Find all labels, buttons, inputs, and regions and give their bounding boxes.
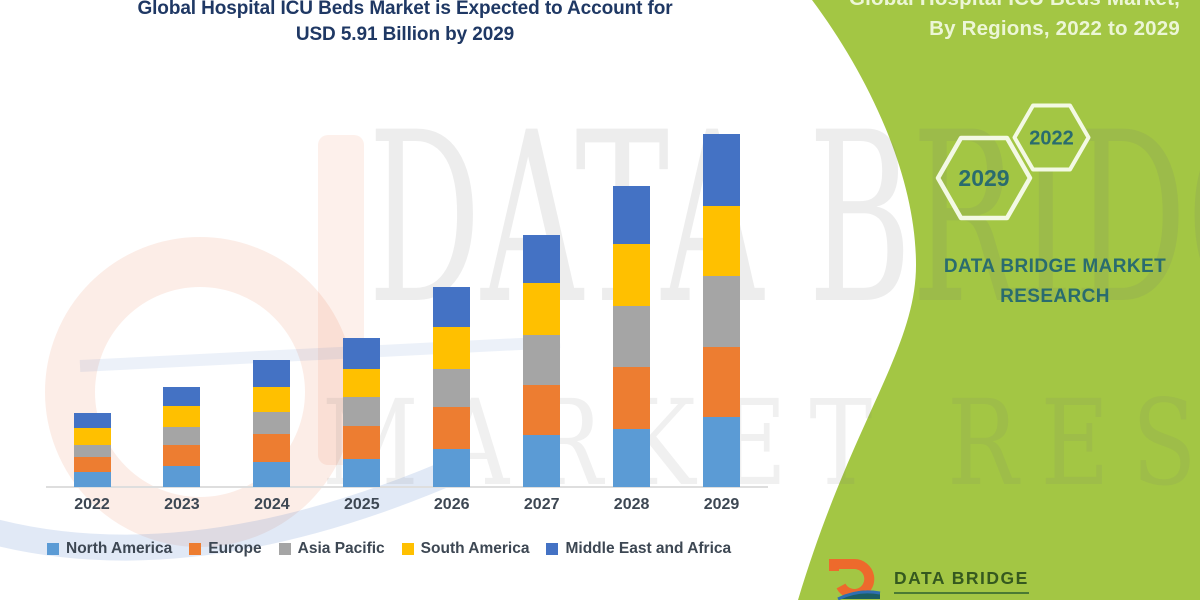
x-tick-2029: 2029: [703, 496, 740, 513]
legend-label-asia-pacific: Asia Pacific: [297, 540, 385, 557]
x-tick-2027: 2027: [523, 496, 560, 513]
segment-asia-pacific-2028: [613, 305, 651, 367]
segment-asia-pacific-2023: [163, 426, 201, 446]
chart-title-line2: USD 5.91 Billion by 2029: [295, 24, 515, 45]
bar-2028: [613, 186, 651, 487]
segment-south-america-2024: [253, 386, 291, 412]
x-tick-2022: 2022: [74, 496, 110, 513]
segment-middle-east-and-africa-2027: [523, 234, 561, 284]
chart-title: Global Hospital ICU Beds Market is Expec…: [55, 0, 755, 48]
legend-swatch-europe: [189, 543, 202, 555]
bar-2023: [163, 386, 201, 487]
segment-asia-pacific-2026: [433, 368, 471, 408]
segment-middle-east-and-africa-2028: [613, 186, 651, 244]
segment-europe-2026: [433, 407, 471, 449]
legend-swatch-north-america: [47, 543, 59, 555]
x-tick-2028: 2028: [613, 496, 650, 513]
legend-label-europe: Europe: [208, 540, 262, 557]
segment-middle-east-and-africa-2023: [163, 386, 201, 406]
data-bridge-b-icon: [829, 558, 881, 600]
segment-north-america-2024: [253, 461, 291, 487]
segment-europe-2025: [343, 425, 381, 459]
bar-2027: [523, 234, 561, 487]
segment-south-america-2022: [73, 428, 111, 445]
segment-north-america-2022: [73, 472, 111, 487]
legend-item-asia-pacific: Asia Pacific: [278, 540, 385, 558]
segment-middle-east-and-africa-2025: [343, 337, 381, 370]
legend-item-north-america: North America: [47, 540, 172, 558]
legend-label-south-america: South America: [420, 540, 530, 557]
segment-europe-2024: [253, 433, 291, 462]
segment-asia-pacific-2022: [73, 444, 111, 458]
segment-europe-2027: [523, 385, 561, 436]
segment-europe-2029: [703, 347, 740, 418]
bar-2029: [703, 134, 740, 487]
hexagon-2029: 2029: [935, 135, 1033, 221]
segment-south-america-2027: [523, 283, 561, 335]
org-name-block: DATA BRIDGE MARKET RESEARCH: [930, 252, 1180, 312]
segment-middle-east-and-africa-2026: [433, 287, 471, 328]
segment-south-america-2026: [433, 327, 471, 369]
segment-europe-2028: [613, 367, 651, 429]
segment-europe-2023: [163, 445, 201, 467]
legend-item-south-america: South America: [401, 540, 530, 558]
bar-2024: [253, 359, 291, 487]
segment-asia-pacific-2024: [253, 411, 291, 434]
segment-asia-pacific-2029: [703, 275, 740, 348]
segment-south-america-2029: [703, 206, 740, 276]
legend-label-north-america: North America: [66, 540, 173, 557]
x-tick-2026: 2026: [433, 496, 470, 513]
segment-north-america-2028: [613, 428, 651, 487]
segment-north-america-2027: [523, 435, 561, 487]
x-tick-2025: 2025: [344, 496, 380, 513]
legend-swatch-south-america: [401, 543, 414, 555]
hexagon-2022-label: 2022: [1029, 128, 1074, 150]
legend-item-middle-east-and-africa: Middle East and Africa: [546, 540, 731, 558]
legend-swatch-middle-east-and-africa: [546, 543, 559, 555]
segment-middle-east-and-africa-2022: [73, 412, 111, 429]
segment-middle-east-and-africa-2029: [703, 134, 740, 207]
brand-footer: DATA BRIDGE: [828, 554, 1029, 600]
org-name-line1: DATA BRIDGE MARKET: [943, 256, 1167, 277]
segment-north-america-2026: [433, 448, 471, 487]
hexagon-2029-label: 2029: [958, 165, 1009, 191]
segment-north-america-2029: [703, 417, 740, 487]
panel-heading: Global Hospital ICU Beds Market, By Regi…: [849, 0, 1180, 44]
chart-title-line1: Global Hospital ICU Beds Market is Expec…: [137, 0, 673, 19]
org-name-line2: RESEARCH: [1000, 286, 1110, 307]
segment-north-america-2023: [163, 466, 201, 487]
brand-footer-name: DATA BRIDGE: [894, 568, 1029, 594]
x-axis-line: [46, 486, 768, 488]
panel-heading-line2: By Regions, 2022 to 2029: [929, 17, 1180, 40]
chart-legend: North America Europe Asia Pacific South Ame…: [47, 540, 731, 558]
legend-swatch-asia-pacific: [278, 543, 291, 555]
bar-2022: [73, 412, 111, 487]
bar-2025: [343, 337, 381, 487]
segment-north-america-2025: [343, 458, 381, 487]
segment-europe-2022: [73, 457, 111, 473]
segment-asia-pacific-2027: [523, 334, 561, 386]
bar-2026: [433, 287, 471, 487]
legend-label-middle-east-and-africa: Middle East and Africa: [565, 540, 732, 557]
segment-south-america-2028: [613, 244, 651, 306]
segment-south-america-2025: [343, 369, 381, 398]
legend-item-europe: Europe: [189, 540, 262, 558]
x-tick-2023: 2023: [164, 496, 200, 513]
panel-heading-line1: Global Hospital ICU Beds Market,: [849, 0, 1180, 14]
hexagon-2022: 2022: [1012, 103, 1091, 172]
segment-asia-pacific-2025: [343, 397, 381, 426]
segment-south-america-2023: [163, 405, 201, 427]
segment-middle-east-and-africa-2024: [253, 359, 291, 387]
x-tick-2024: 2024: [254, 496, 290, 513]
